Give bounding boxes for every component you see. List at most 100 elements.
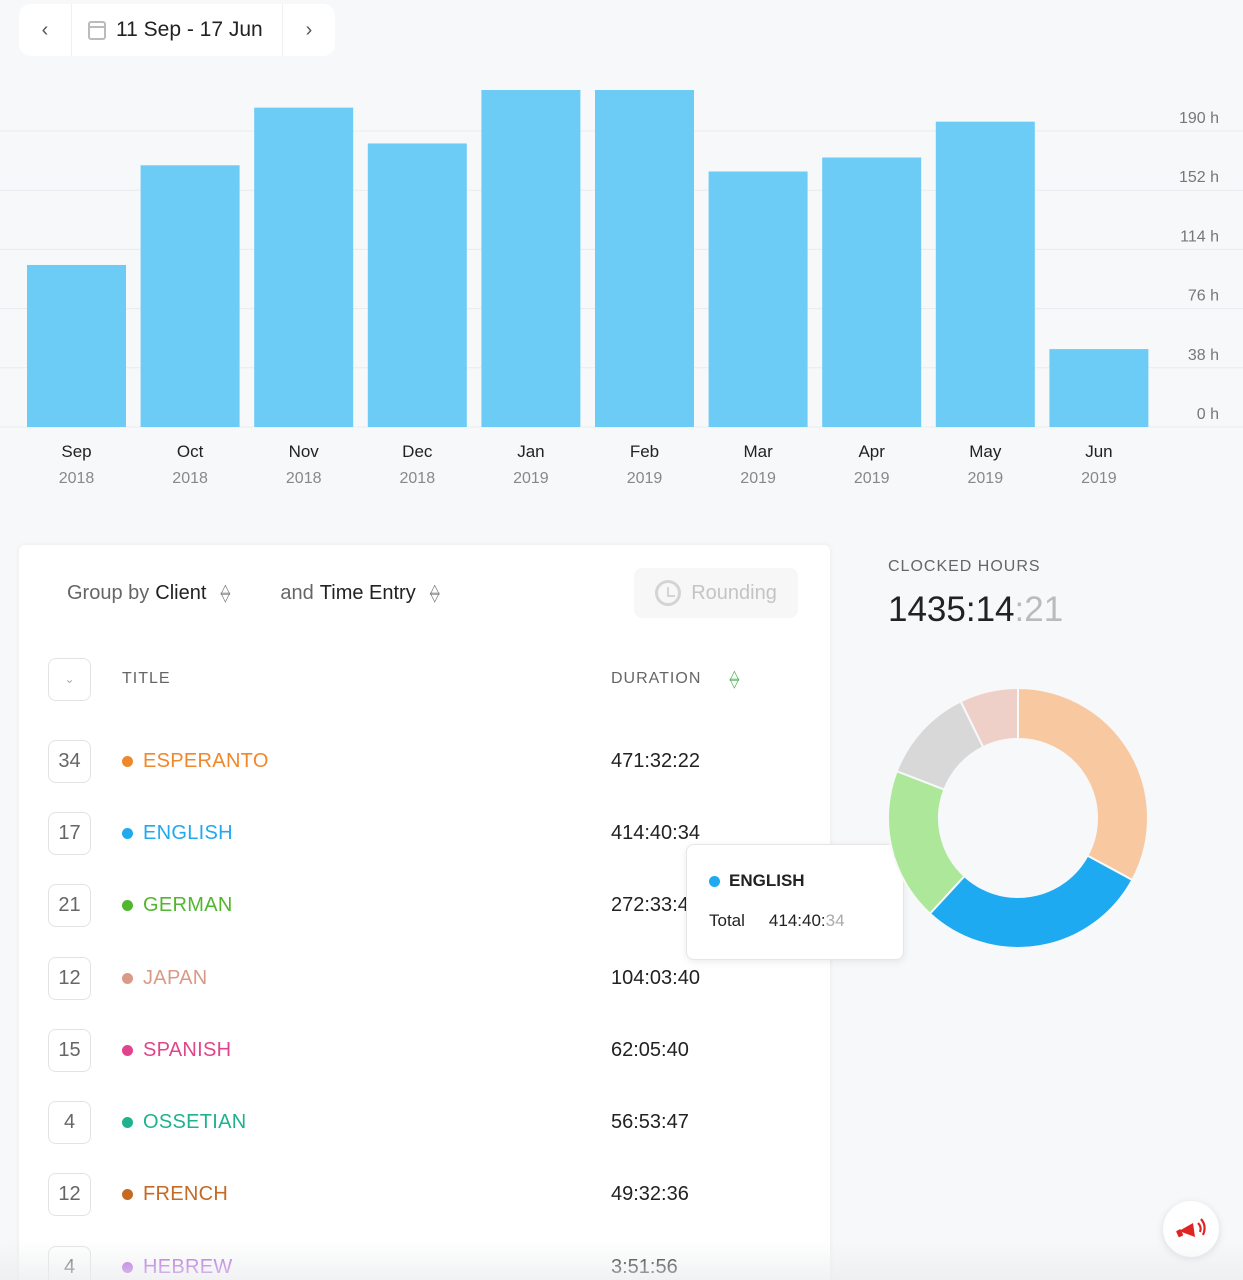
then-by-select[interactable]: and Time Entry △ ▽: [280, 582, 439, 605]
row-title-label: JAPAN: [143, 966, 208, 989]
table-row[interactable]: 15 SPANISH 62:05:40: [48, 1014, 830, 1086]
table-row[interactable]: 34 ESPERANTO 471:32:22: [48, 725, 830, 797]
x-month-label: Feb: [630, 442, 659, 461]
table-row[interactable]: 17 ENGLISH 414:40:34: [48, 797, 830, 869]
rounding-button[interactable]: Rounding: [634, 568, 798, 618]
row-duration: 414:40:34: [611, 821, 700, 844]
calendar-icon: [88, 20, 106, 40]
x-year-label: 2019: [968, 470, 1004, 487]
table-row[interactable]: 21 GERMAN 272:33:4: [48, 870, 830, 942]
row-count-badge: 17: [48, 811, 91, 855]
donut-segment[interactable]: [1017, 686, 1149, 882]
row-title-label: GERMAN: [143, 894, 233, 917]
y-tick-label: 190 h: [1179, 110, 1219, 127]
row-duration: 272:33:4: [611, 894, 689, 917]
select-arrows-icon: △ ▽: [429, 581, 440, 604]
bar-jun[interactable]: [1049, 349, 1149, 427]
then-by-prefix: and: [280, 581, 314, 604]
x-month-label: Sep: [61, 442, 91, 461]
row-duration: 62:05:40: [611, 1038, 689, 1061]
x-month-label: Mar: [743, 442, 773, 461]
group-bar: Group by Client △ ▽ and Time Entry △ ▽ Rou…: [67, 567, 798, 619]
chevron-right-icon[interactable]: ›: [305, 18, 313, 41]
row-duration: 56:53:47: [611, 1111, 689, 1134]
client-color-dot: [122, 755, 133, 767]
row-title-label: FRENCH: [143, 1183, 229, 1206]
clocked-hours-value: 1435:14:21: [888, 590, 1063, 630]
y-tick-label: 76 h: [1188, 288, 1219, 305]
row-title[interactable]: GERMAN: [122, 894, 233, 917]
x-month-label: Apr: [858, 442, 885, 461]
row-title-label: ESPERANTO: [143, 749, 269, 772]
then-by-value: Time Entry: [319, 581, 416, 604]
x-year-label: 2019: [513, 470, 549, 487]
row-count-badge: 4: [48, 1101, 91, 1145]
row-duration: 104:03:40: [611, 966, 700, 989]
bar-may[interactable]: [935, 121, 1035, 427]
y-tick-label: 114 h: [1180, 228, 1219, 245]
chat-button[interactable]: [1163, 1201, 1219, 1257]
clocked-hours-main: 1435:14: [888, 590, 1015, 629]
bar-sep[interactable]: [27, 264, 126, 427]
row-title-label: SPANISH: [143, 1038, 232, 1061]
bar-mar[interactable]: [708, 171, 808, 427]
x-month-label: May: [969, 442, 1002, 461]
duration-column-header[interactable]: DURATION △ ▽: [611, 667, 741, 690]
row-title[interactable]: SPANISH: [122, 1039, 231, 1062]
group-by-prefix: Group by: [67, 581, 150, 604]
bar-dec[interactable]: [367, 143, 467, 427]
clocked-hours-seconds: :21: [1014, 590, 1064, 629]
chevron-left-icon[interactable]: ‹: [41, 18, 49, 41]
client-donut-chart: [887, 686, 1149, 949]
row-count-badge: 34: [48, 739, 91, 783]
x-month-label: Dec: [402, 442, 433, 461]
client-color-dot: [122, 972, 133, 984]
x-year-label: 2018: [172, 470, 208, 487]
monthly-hours-chart: 0 h 38 h 76 h 114 h 152 h 190 h Sep 2018 Oct 2018…: [0, 90, 1243, 500]
table-row[interactable]: 4 HEBREW 3:51:56: [48, 1231, 830, 1280]
bar-jan[interactable]: [481, 90, 581, 427]
tooltip-title: ENGLISH: [729, 871, 805, 890]
x-year-label: 2018: [400, 470, 436, 487]
tooltip-value-seconds: 34: [825, 911, 845, 930]
row-title-label: OSSETIAN: [143, 1111, 247, 1134]
date-range-picker: ‹ 11 Sep - 17 Jun ›: [19, 4, 335, 56]
bar-nov[interactable]: [254, 107, 354, 427]
row-count-badge: 12: [48, 1173, 91, 1217]
row-title[interactable]: ESPERANTO: [122, 750, 269, 773]
row-count-badge: 15: [48, 1028, 91, 1072]
bar-apr[interactable]: [822, 157, 922, 428]
donut-segment[interactable]: [928, 854, 1134, 949]
sort-icon: △ ▽: [729, 667, 741, 690]
duration-header-label: DURATION: [611, 670, 702, 687]
donut-segment[interactable]: [959, 686, 1019, 749]
client-color-dot: [122, 900, 133, 912]
select-arrows-icon: △ ▽: [220, 581, 231, 604]
row-title[interactable]: OSSETIAN: [122, 1111, 247, 1134]
table-header: ⌄ TITLE DURATION △ ▽: [48, 657, 830, 701]
group-by-select[interactable]: Group by Client △ ▽: [67, 582, 230, 605]
tooltip-value-main: 414:40:: [768, 911, 826, 930]
expand-all-button[interactable]: ⌄: [48, 657, 91, 701]
date-range-label: 11 Sep - 17 Jun: [116, 18, 263, 41]
x-month-label: Jun: [1085, 442, 1112, 461]
client-color-dot: [122, 1117, 133, 1129]
row-title[interactable]: HEBREW: [122, 1256, 233, 1279]
title-column-header: TITLE: [122, 670, 171, 687]
table-row[interactable]: 4 OSSETIAN 56:53:47: [48, 1086, 830, 1158]
client-color-dot: [122, 1044, 133, 1056]
row-duration: 471:32:22: [611, 749, 700, 772]
chart-tooltip: ENGLISH Total 414:40:34: [686, 844, 904, 960]
table-row[interactable]: 12 FRENCH 49:32:36: [48, 1159, 830, 1231]
row-title[interactable]: FRENCH: [122, 1183, 228, 1206]
x-year-label: 2019: [740, 470, 776, 487]
bar-oct[interactable]: [140, 165, 240, 427]
bar-feb[interactable]: [595, 90, 694, 427]
row-title[interactable]: ENGLISH: [122, 822, 233, 845]
row-count-badge: 12: [48, 956, 91, 1000]
x-month-label: Nov: [289, 442, 320, 461]
history-icon: [655, 580, 682, 606]
row-title[interactable]: JAPAN: [122, 967, 207, 990]
table-row[interactable]: 12 JAPAN 104:03:40: [48, 942, 830, 1014]
date-range-button[interactable]: 11 Sep - 17 Jun: [71, 4, 283, 56]
